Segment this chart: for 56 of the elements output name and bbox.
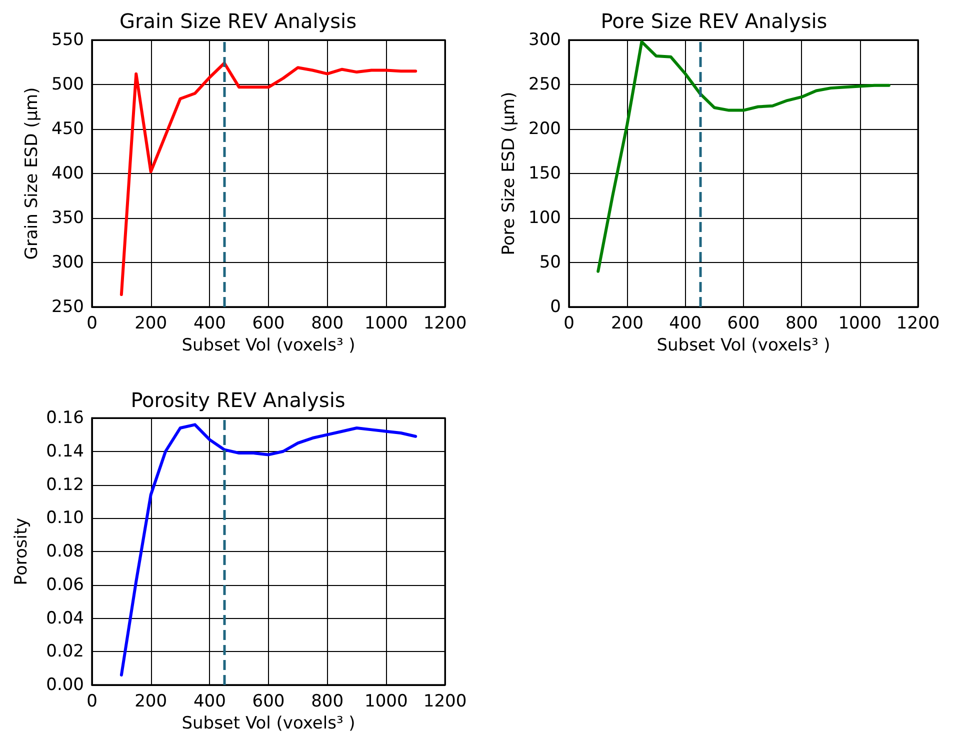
y-tick-label: 450 [52, 119, 84, 139]
chart-title: Grain Size REV Analysis [120, 9, 356, 33]
x-tick-label: 200 [134, 692, 168, 712]
y-tick-label: 0.06 [46, 574, 84, 595]
y-tick-label: 350 [52, 208, 84, 228]
y-tick-label: 0.14 [46, 441, 84, 462]
x-tick-label: 800 [785, 314, 818, 334]
x-tick-label: 1200 [423, 692, 467, 712]
y-tick-label: 400 [52, 164, 84, 184]
x-tick-label: 1200 [423, 314, 467, 334]
y-tick-label: 100 [528, 208, 561, 228]
y-tick-label: 0.04 [46, 608, 84, 628]
y-tick-label: 150 [528, 164, 561, 184]
chart-title: Porosity REV Analysis [130, 388, 346, 412]
chart-title: Pore Size REV Analysis [600, 9, 828, 33]
x-tick-label: 400 [669, 314, 702, 334]
x-tick-label: 0 [86, 314, 98, 334]
x-tick-label: 1000 [364, 692, 408, 712]
x-tick-label: 200 [610, 314, 644, 334]
x-tick-label: 600 [252, 692, 285, 712]
y-tick-label: 200 [528, 119, 561, 139]
x-tick-label: 1200 [896, 314, 940, 334]
x-tick-label: 1000 [838, 314, 882, 334]
x-axis-title: Subset Vol (voxels³ ) [182, 714, 356, 734]
y-tick-label: 0.10 [46, 508, 84, 528]
x-axis-title: Subset Vol (voxels³ ) [182, 336, 356, 356]
line-series [596, 40, 890, 273]
y-tick-label: 300 [528, 30, 561, 50]
x-tick-label: 600 [727, 314, 760, 334]
x-tick-label: 0 [86, 692, 98, 712]
x-tick-label: 600 [252, 314, 285, 334]
x-axis-title: Subset Vol (voxels³ ) [656, 336, 830, 356]
x-tick-label: 200 [134, 314, 168, 334]
x-tick-label: 800 [311, 692, 344, 712]
y-tick-label: 0 [550, 297, 561, 317]
y-axis-title: Porosity [12, 518, 32, 586]
y-tick-label: 250 [52, 297, 84, 317]
y-tick-label: 550 [52, 30, 84, 50]
y-tick-label: 250 [528, 74, 561, 94]
x-tick-label: 800 [311, 314, 344, 334]
y-tick-label: 50 [539, 252, 561, 272]
y-tick-label: 500 [52, 74, 84, 94]
y-tick-label: 300 [52, 252, 84, 272]
y-tick-label: 0.08 [46, 542, 84, 562]
line-series [120, 62, 418, 296]
x-tick-label: 400 [193, 692, 226, 712]
line-series [120, 423, 418, 676]
x-tick-label: 1000 [364, 314, 408, 334]
x-tick-label: 400 [193, 314, 226, 334]
y-tick-label: 0.02 [46, 642, 84, 662]
x-tick-label: 0 [564, 314, 574, 334]
y-axis-title: Grain Size ESD (μm) [22, 87, 42, 260]
y-axis-title: Pore Size ESD (μm) [499, 92, 520, 256]
y-tick-label: 0.00 [46, 675, 84, 695]
y-tick-label: 0.16 [46, 408, 84, 428]
y-tick-label: 0.12 [46, 474, 84, 495]
